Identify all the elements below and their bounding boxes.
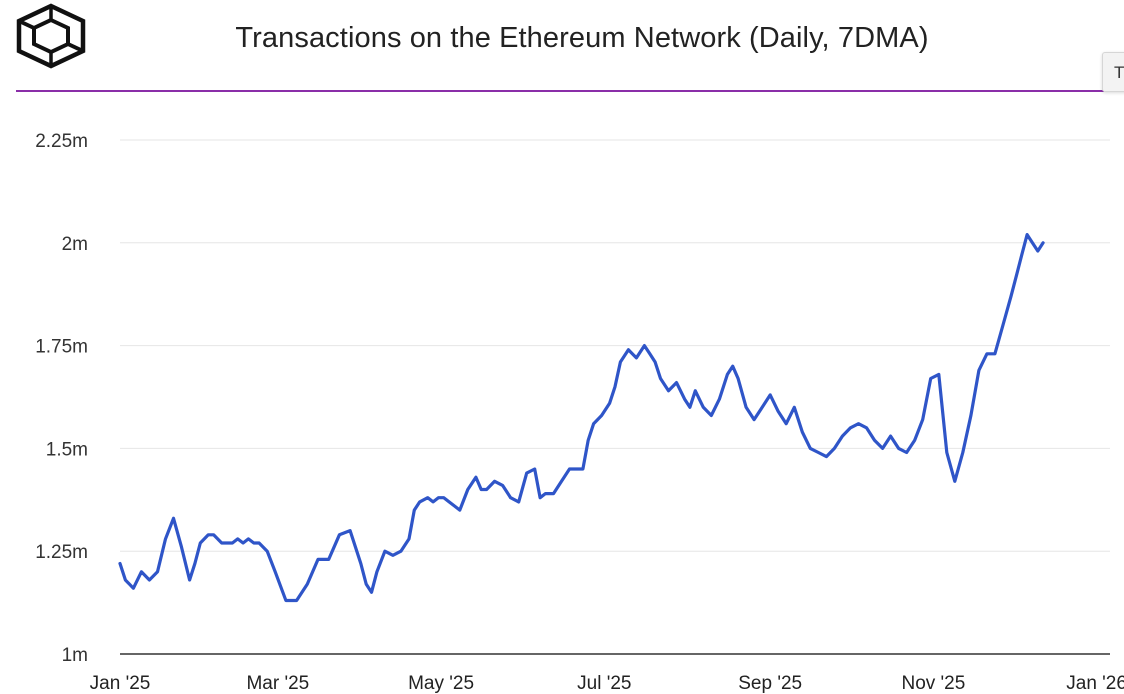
x-tick-label: Mar '25 [246, 673, 309, 694]
x-tick-label: Jan '25 [90, 673, 151, 694]
x-axis: Jan '25 Mar '25 May '25 Jul '25 Sep '25 Nov '… [90, 673, 1124, 694]
y-tick-label: 1.75m [35, 337, 88, 358]
cube-logo-icon [16, 3, 86, 69]
series-line [118, 233, 1045, 603]
y-tick-label: 1.25m [35, 542, 88, 563]
chart-title: Transactions on the Ethereum Network (Da… [235, 22, 929, 54]
x-tick-label: Jul '25 [577, 673, 631, 694]
series-layer [118, 233, 1045, 603]
x-tick-label: Nov '25 [901, 673, 965, 694]
title-divider [16, 90, 1104, 92]
y-tick-label: 2m [62, 234, 88, 255]
y-tick-label: 1.5m [46, 439, 88, 460]
x-tick-label: May '25 [408, 673, 474, 694]
x-tick-label: Jan '26 [1066, 673, 1124, 694]
y-tick-label: 2.25m [35, 131, 88, 152]
edge-button[interactable]: T [1102, 52, 1124, 92]
y-tick-label: 1m [62, 645, 88, 666]
x-tick-label: Sep '25 [738, 673, 802, 694]
y-axis: 1m 1.25m 1.5m 1.75m 2m 2.25m [35, 131, 88, 666]
gridlines [120, 139, 1110, 655]
